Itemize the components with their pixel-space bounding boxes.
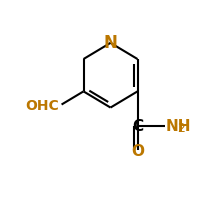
Text: 2: 2 bbox=[177, 121, 185, 134]
Text: C: C bbox=[132, 119, 143, 134]
Text: NH: NH bbox=[166, 118, 191, 133]
Text: O: O bbox=[131, 143, 144, 158]
Text: N: N bbox=[103, 34, 117, 52]
Text: OHC: OHC bbox=[25, 98, 59, 112]
